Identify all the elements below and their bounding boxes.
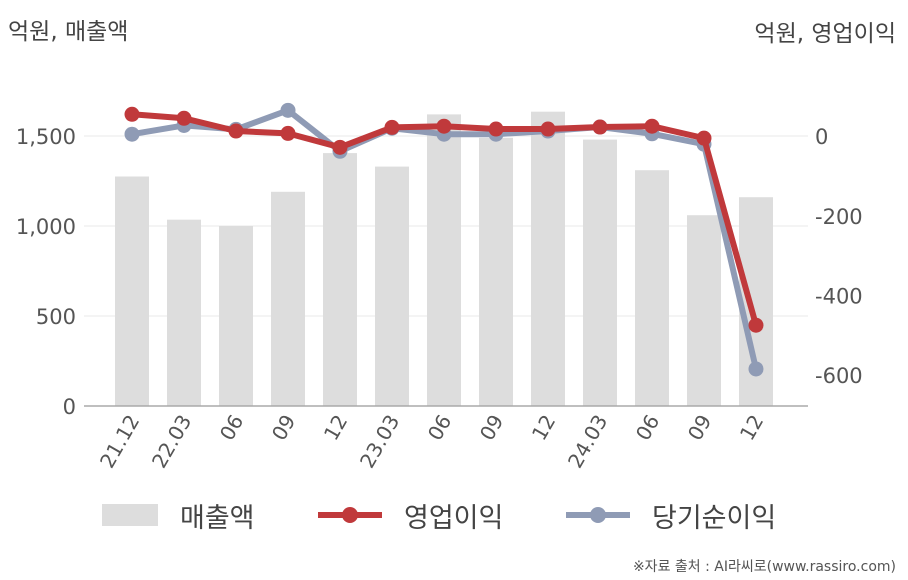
x-tick-label: 12 [319, 411, 353, 445]
sales-bar [427, 114, 461, 407]
sales-bar [687, 215, 721, 406]
sales-bar [479, 137, 513, 407]
left-tick-label: 500 [36, 305, 76, 329]
operating-profit-point [748, 317, 764, 333]
operating-profit-point [592, 119, 608, 135]
operating-profit-point [280, 125, 296, 141]
right-tick-label: 0 [815, 125, 828, 149]
left-tick-label: 0 [63, 395, 76, 419]
x-tick-label: 06 [215, 411, 249, 445]
operating-profit-point [332, 139, 348, 155]
right-tick-label: -600 [815, 364, 863, 388]
left-tick-label: 1,000 [16, 215, 76, 239]
legend-item-net-income: 당기순이익 [566, 490, 776, 540]
sales-bar [635, 170, 669, 406]
sales-bar [115, 176, 149, 406]
sales-bar [323, 153, 357, 406]
x-tick-label: 23.03 [355, 411, 404, 473]
legend-label-sales: 매출액 [180, 502, 255, 534]
sales-bar [375, 166, 409, 406]
x-tick-label: 06 [631, 411, 665, 445]
operating-profit-point [228, 123, 244, 139]
operating-profit-point [124, 106, 140, 122]
x-tick-label: 21.12 [95, 411, 144, 473]
net-income-point [124, 126, 140, 142]
right-axis-unit: 억원, 영업이익 [754, 21, 896, 47]
right-tick-label: -200 [815, 205, 863, 229]
sales-bar [531, 111, 565, 406]
legend-swatch-sales [102, 504, 158, 526]
operating-profit-point [384, 119, 400, 135]
legend-swatch-net-income [566, 503, 630, 527]
source-credit: ※자료 출처 : AI라씨로(www.rassiro.com) [632, 559, 896, 575]
combo-chart: 0 500 1,000 1,500 0 -200 -400 -600 21.12 22.03 06 0… [16, 102, 863, 473]
x-tick-label: 09 [475, 411, 509, 445]
legend: 매출액 영업이익 당기순이익 [0, 490, 908, 540]
operating-profit-point [540, 121, 556, 137]
left-tick-label: 1,500 [16, 125, 76, 149]
x-tick-label: 06 [423, 411, 457, 445]
net-income-point [748, 361, 764, 377]
legend-label-operating-profit: 영업이익 [404, 502, 504, 534]
operating-profit-point [176, 110, 192, 126]
x-tick-label: 12 [527, 411, 561, 445]
x-tick-label: 09 [683, 411, 717, 445]
operating-profit-point [696, 130, 712, 146]
bar-layer [115, 111, 773, 407]
legend-swatch-operating-profit [318, 503, 382, 527]
sales-bar [167, 219, 201, 406]
operating-profit-point [488, 121, 504, 137]
legend-item-operating-profit: 영업이익 [318, 490, 503, 540]
x-tick-label: 22.03 [147, 411, 196, 473]
sales-bar [583, 139, 617, 406]
right-tick-label: -400 [815, 284, 863, 308]
x-tick-label: 12 [735, 411, 769, 445]
line-layer [124, 102, 764, 377]
x-tick-label: 09 [267, 411, 301, 445]
net-income-point [280, 102, 296, 118]
left-axis-unit: 억원, 매출액 [8, 19, 129, 45]
operating-profit-point [644, 118, 660, 134]
legend-item-sales: 매출액 [102, 490, 255, 540]
x-tick-label: 24.03 [563, 411, 612, 473]
legend-label-net-income: 당기순이익 [652, 502, 777, 534]
sales-bar [271, 191, 305, 406]
operating-profit-point [436, 118, 452, 134]
sales-bar [219, 226, 253, 406]
